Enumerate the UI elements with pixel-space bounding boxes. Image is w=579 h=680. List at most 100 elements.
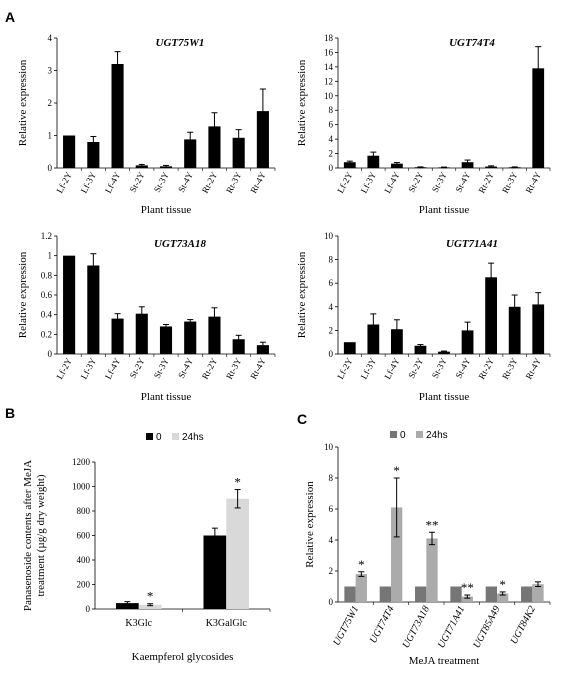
x-tick-label: UGT74T4 [368,604,397,645]
y-axis-label-line: Panasenoside contents after MeJA [22,460,34,611]
y-tick-label: 800 [77,506,91,516]
bar [138,604,162,609]
bar [256,111,269,168]
x-tick-label: St-2Y [128,170,147,194]
x-tick-label: Rt-4Y [248,356,268,381]
chart-title: UGT73A18 [154,238,206,250]
x-tick-label: St-4Y [453,170,472,194]
y-tick-label: 0 [329,349,334,359]
bar [111,64,124,168]
bar [367,155,380,168]
x-tick-label: Rt-3Y [500,170,520,195]
y-tick-label: 1 [48,251,53,261]
y-tick-label: 1000 [72,482,91,492]
x-tick-label: UGT84K2 [509,604,538,646]
x-tick-label: St-3Y [152,170,171,194]
x-tick-label: St-2Y [406,356,425,380]
x-tick-label: Rt-4Y [524,170,544,195]
y-tick-label: 4 [329,535,334,545]
significance-mark: * [393,463,400,478]
y-axis-label-line: treatment (µg/g dry weight) [35,474,47,596]
bar [208,316,221,354]
x-tick-label: Rt-4Y [248,170,268,195]
x-axis-label: Kaempferol glycosides [132,651,234,663]
y-axis-label: Relative expression [17,59,29,146]
bar [426,538,438,602]
significance-mark: * [358,557,365,572]
y-tick-label: 10 [324,231,334,241]
bar [256,345,269,354]
x-tick-label: Lf-3Y [359,356,379,381]
bar [343,342,356,354]
y-tick-label: 6 [329,278,334,288]
bar [184,321,197,354]
x-axis-label: Plant tissue [141,204,192,216]
chart-1: 0 1 2 3 4 Lf-2Y Lf-3Y Lf-4Y St-2Y St-3Y St-4Y Rt-2Y… [17,33,276,216]
x-tick-label: Lf-4Y [382,170,402,195]
x-tick-label: K3GalGlc [206,618,248,629]
x-tick-label: UGT73A18 [401,604,432,650]
y-tick-label: 8 [329,473,334,483]
y-tick-label: 0 [329,597,334,607]
bar [116,603,139,609]
y-tick-label: 0 [48,163,53,173]
y-tick-label: 2 [329,149,334,159]
y-tick-label: 200 [77,580,91,590]
x-tick-label: Lf-2Y [54,356,74,381]
significance-mark: * [234,475,241,490]
x-tick-label: Rt-2Y [476,356,496,381]
y-axis-label: Relative expression [296,59,308,146]
y-tick-label: 14 [324,62,334,72]
x-tick-label: UGT85A49 [471,604,502,650]
x-tick-label: St-2Y [128,356,147,380]
bar [521,586,533,602]
bar [485,277,497,354]
panel-label-b: B [5,405,15,421]
legend-label: 24hs [426,430,448,441]
x-tick-label: UGT71A41 [436,604,467,650]
panel-label-c: C [297,411,307,427]
bar [159,326,173,354]
bar [532,584,544,602]
x-tick-label: Lf-4Y [103,170,123,195]
x-tick-label: Rt-2Y [200,170,220,195]
y-tick-label: 0 [86,604,91,614]
y-tick-label: 6 [329,504,334,514]
x-tick-label: Rt-3Y [224,170,244,195]
x-tick-label: St-2Y [406,170,425,194]
x-tick-label: St-4Y [453,356,472,380]
legend-label: 24hs [182,432,204,443]
chart-title: UGT71A41 [446,238,498,250]
legend-label: 0 [156,432,162,443]
y-tick-label: 10 [324,91,334,101]
x-tick-label: Lf-4Y [103,356,123,381]
legend-swatch [146,433,153,440]
bar [461,596,473,602]
bar [232,339,245,354]
y-tick-label: 2 [329,566,334,576]
bar [379,586,391,602]
bar [232,137,245,168]
x-axis-label: Plant tissue [419,204,470,216]
x-axis-label: Plant tissue [141,391,192,403]
x-tick-label: Rt-2Y [200,356,220,381]
chart-3: 0 0.2 0.4 0.6 0.8 1 1.2 Lf-2Y Lf-3Y Lf-4Y St-2Y St-… [17,231,276,403]
bar [461,330,474,354]
y-tick-label: 18 [324,33,334,43]
bar [532,304,545,354]
x-tick-label: Lf-2Y [335,170,355,195]
y-tick-label: 600 [77,531,91,541]
bar [63,135,76,168]
x-tick-label: Lf-3Y [359,170,379,195]
bar [87,142,100,168]
bar [87,265,100,354]
panel-label-a: A [5,9,15,25]
x-tick-label: Lf-2Y [335,356,355,381]
y-tick-label: 0.2 [41,329,52,339]
chart-2: 0 2 4 6 8 10 12 14 16 18 Lf-2Y Lf-3Y Lf-4Y St-2Y St-3Y… [296,33,551,216]
x-tick-label: Rt-3Y [500,356,520,381]
x-axis-label: Plant tissue [419,391,470,403]
bar [367,324,380,354]
bar [135,313,148,354]
